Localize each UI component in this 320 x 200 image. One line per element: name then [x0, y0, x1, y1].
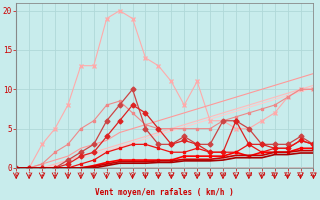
- X-axis label: Vent moyen/en rafales ( km/h ): Vent moyen/en rafales ( km/h ): [95, 188, 234, 197]
